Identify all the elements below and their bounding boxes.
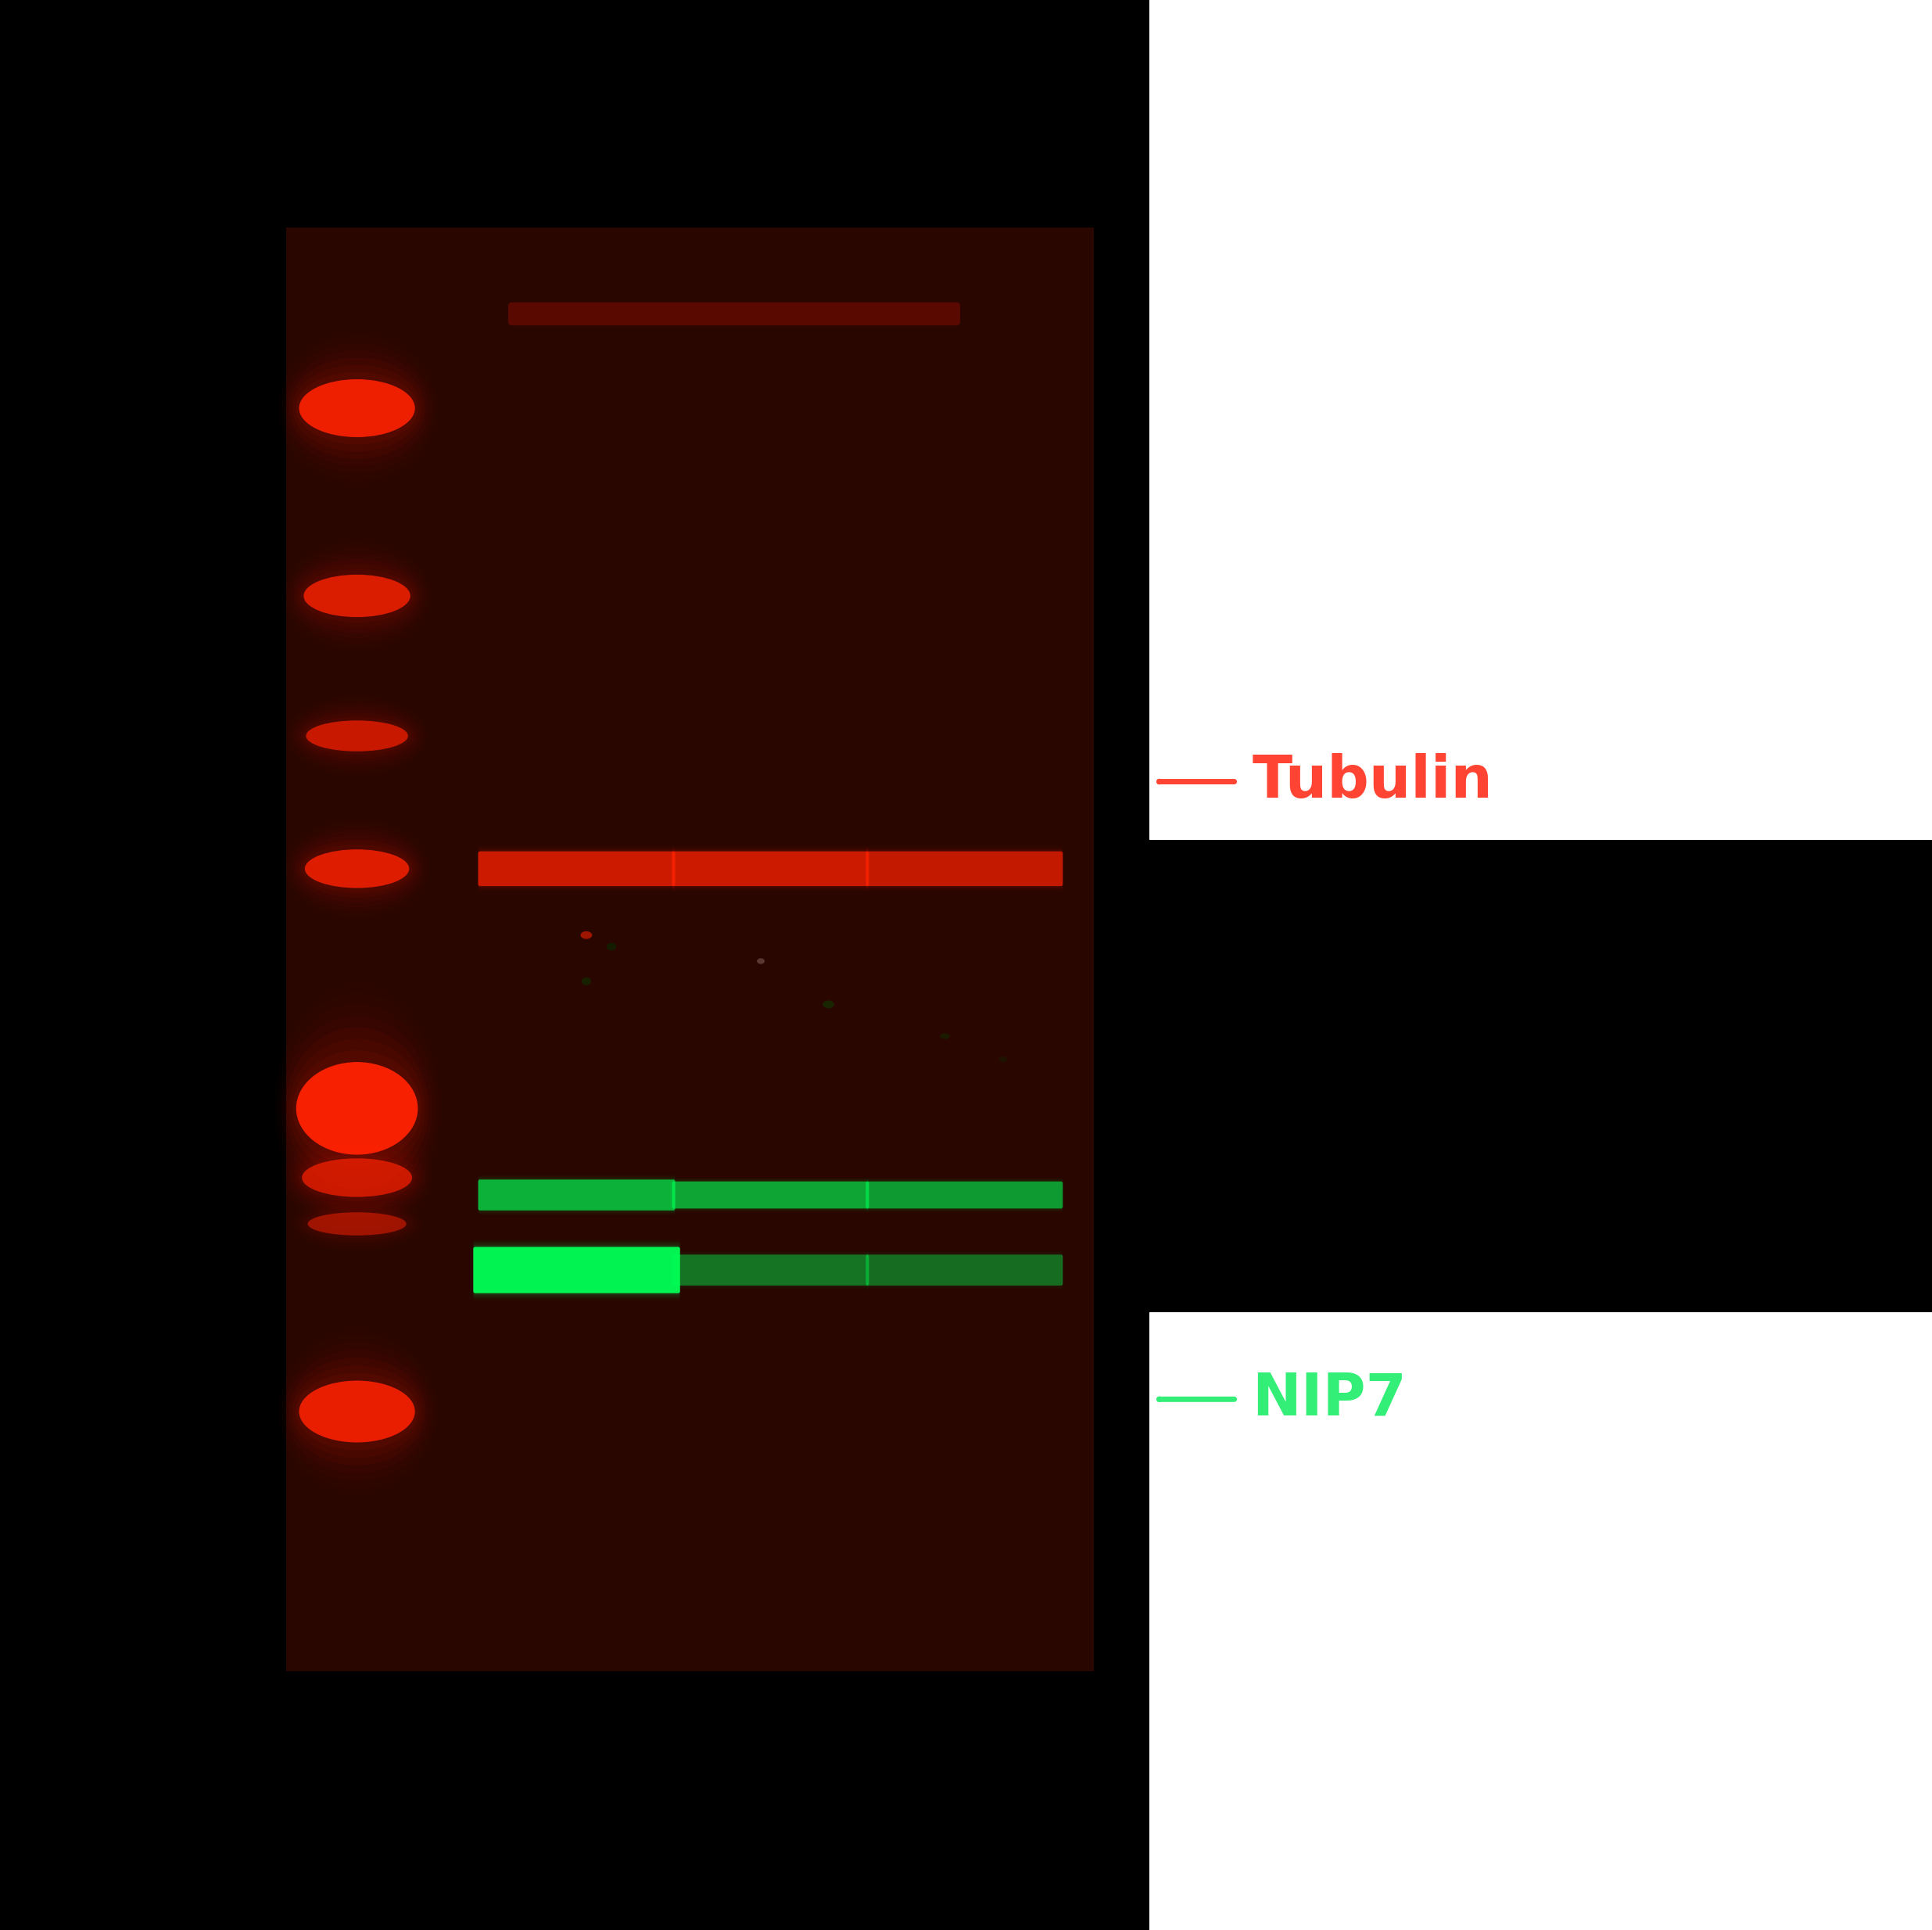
FancyBboxPatch shape <box>672 1181 869 1208</box>
Ellipse shape <box>303 575 410 618</box>
Ellipse shape <box>301 1158 412 1197</box>
FancyBboxPatch shape <box>672 1254 869 1285</box>
Ellipse shape <box>296 372 419 444</box>
FancyBboxPatch shape <box>866 851 1063 886</box>
Ellipse shape <box>296 1372 419 1449</box>
Text: Tubulin: Tubulin <box>1252 753 1493 811</box>
Ellipse shape <box>299 378 415 438</box>
FancyBboxPatch shape <box>473 1243 680 1297</box>
FancyBboxPatch shape <box>286 228 1094 1671</box>
FancyBboxPatch shape <box>473 1245 680 1295</box>
FancyBboxPatch shape <box>477 851 674 886</box>
Ellipse shape <box>823 1000 835 1007</box>
Ellipse shape <box>580 932 591 940</box>
FancyBboxPatch shape <box>508 303 960 326</box>
FancyBboxPatch shape <box>866 1181 1063 1208</box>
FancyBboxPatch shape <box>672 851 869 886</box>
FancyBboxPatch shape <box>473 1247 680 1293</box>
Ellipse shape <box>305 849 410 888</box>
Ellipse shape <box>307 1212 406 1235</box>
Ellipse shape <box>607 944 616 951</box>
Polygon shape <box>1150 0 1932 840</box>
Ellipse shape <box>296 1062 417 1154</box>
FancyBboxPatch shape <box>477 1179 674 1210</box>
Ellipse shape <box>757 957 765 963</box>
Text: NIP7: NIP7 <box>1252 1370 1406 1428</box>
Ellipse shape <box>299 1380 415 1442</box>
Ellipse shape <box>999 1056 1007 1062</box>
Polygon shape <box>1150 1312 1932 1930</box>
Ellipse shape <box>292 1050 421 1166</box>
FancyBboxPatch shape <box>672 849 869 888</box>
Ellipse shape <box>305 720 408 751</box>
Ellipse shape <box>941 1033 951 1038</box>
Ellipse shape <box>582 977 591 984</box>
FancyBboxPatch shape <box>866 1254 1063 1285</box>
FancyBboxPatch shape <box>477 849 674 888</box>
